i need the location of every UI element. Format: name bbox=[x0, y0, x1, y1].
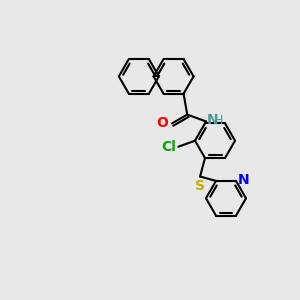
Text: Cl: Cl bbox=[161, 140, 176, 154]
Text: H: H bbox=[213, 114, 223, 127]
Text: N: N bbox=[207, 113, 218, 127]
Text: N: N bbox=[238, 173, 249, 187]
Text: S: S bbox=[195, 178, 205, 193]
Text: O: O bbox=[157, 116, 168, 130]
